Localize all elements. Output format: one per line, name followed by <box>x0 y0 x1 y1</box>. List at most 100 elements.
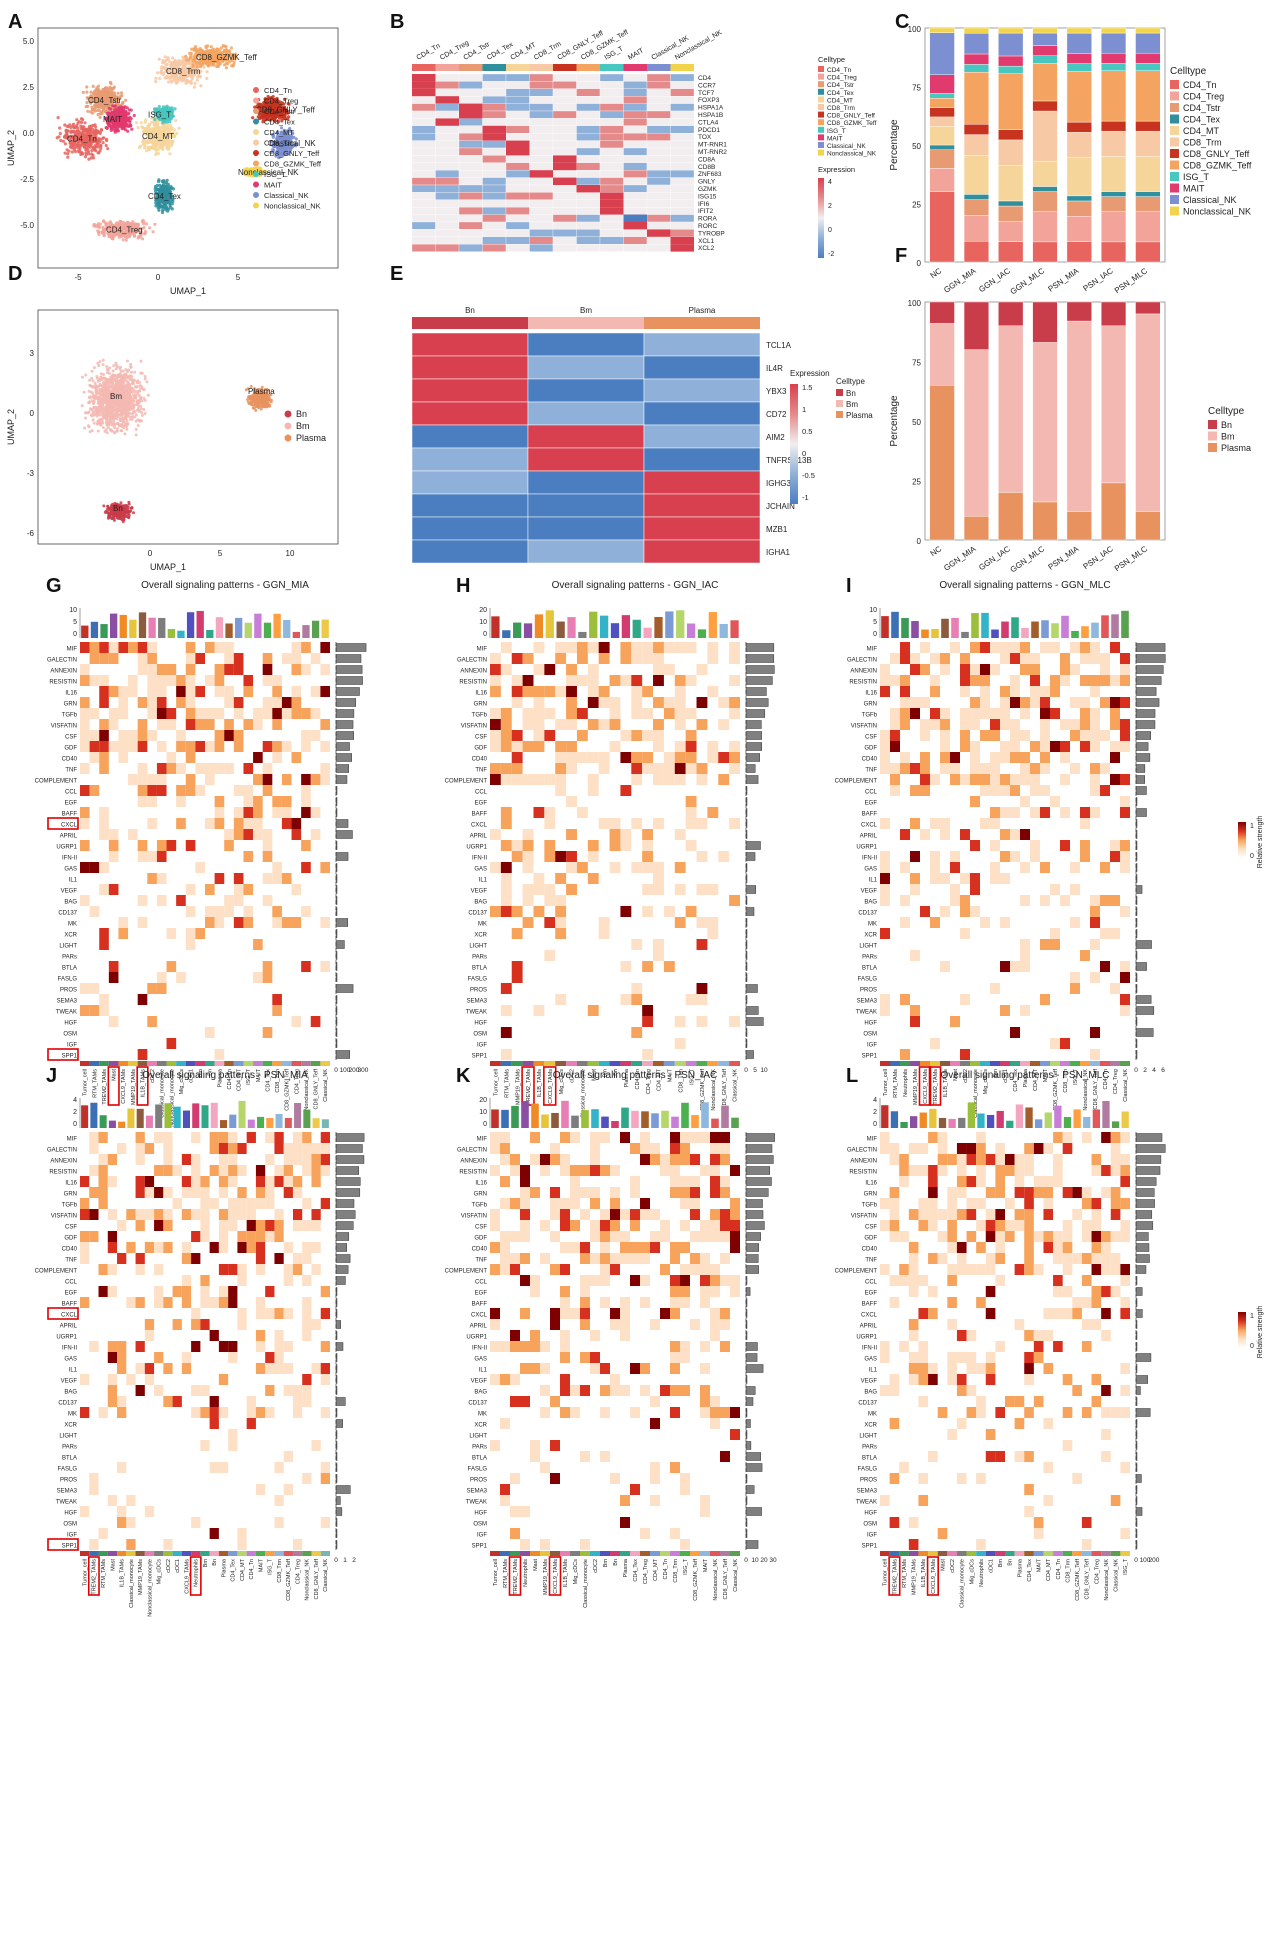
heat-cell <box>576 140 601 149</box>
gene-label: XCL1 <box>698 238 715 245</box>
heat-cell <box>529 221 554 230</box>
legend-swatch <box>1208 431 1217 441</box>
bar-segment <box>963 240 989 263</box>
gene-label: MT-RNR2 <box>698 149 727 156</box>
cluster-label: CD4_Tn <box>67 134 97 143</box>
umap-point <box>57 135 61 139</box>
umap-point <box>197 61 201 65</box>
umap-point <box>85 101 89 105</box>
umap-point <box>153 222 157 226</box>
umap-point <box>156 122 160 126</box>
umap-point <box>153 144 157 148</box>
legend-dot <box>253 118 259 125</box>
heat-cell <box>552 88 577 97</box>
x-tick: PSN_MIA <box>1046 544 1080 572</box>
bar-segment <box>963 199 989 216</box>
legend-label: Nonclassical_NK <box>1183 207 1251 217</box>
legend-title: Celltype <box>1208 406 1245 417</box>
heat-cell <box>670 103 695 112</box>
heat-cell <box>505 103 530 112</box>
heat-cell-high <box>553 155 577 163</box>
heat-cell <box>599 244 624 252</box>
heat-cell <box>482 199 507 208</box>
umap-point <box>112 91 117 95</box>
umap-point <box>101 136 105 140</box>
bar-segment <box>1135 313 1161 512</box>
umap-point <box>95 141 99 145</box>
bar-segment <box>1101 52 1127 64</box>
umap-point <box>108 80 112 84</box>
heat-cell <box>529 133 554 141</box>
legend-label: CD8_GNLY_Teff <box>827 113 875 120</box>
heat-cell <box>435 73 460 82</box>
gene-label: CCR7 <box>698 82 716 89</box>
heat-cell <box>458 96 483 104</box>
heat-cell <box>599 103 624 112</box>
heat-cell <box>529 199 554 208</box>
umap-point <box>229 46 233 50</box>
heat-cell-high <box>576 185 600 193</box>
bar-segment <box>963 349 989 517</box>
celltype-bar <box>600 64 624 71</box>
umap-point <box>101 141 105 145</box>
heat-cell-high <box>506 148 530 156</box>
heat-cell <box>435 244 460 252</box>
umap-frame <box>37 309 339 545</box>
heat-cell <box>552 81 577 89</box>
umap-point <box>72 122 76 126</box>
heat-cell <box>576 103 601 112</box>
y-tick: 50 <box>912 418 921 427</box>
bar-segment <box>1032 191 1058 212</box>
umap-point <box>160 210 165 215</box>
bar-segment <box>1066 241 1092 263</box>
umap-point <box>144 222 149 226</box>
heat-cell <box>599 236 624 245</box>
umap-point <box>170 207 174 211</box>
bar-segment <box>1066 157 1092 197</box>
x-tick: GGN_IAC <box>977 544 1012 572</box>
heat-cell <box>482 81 507 89</box>
heat-cell <box>482 118 507 126</box>
heat-cell <box>670 155 695 163</box>
heat-cell <box>576 118 601 126</box>
legend-label: CD4_Tstr <box>264 107 296 116</box>
heat-cell <box>599 110 624 119</box>
umap-point <box>91 153 95 157</box>
heat-cell-high <box>670 244 694 252</box>
heat-cell <box>623 88 648 97</box>
heat-cell <box>670 214 695 223</box>
umap-point <box>165 142 169 146</box>
gene-label: CD4 <box>698 75 711 82</box>
umap-point <box>75 124 79 128</box>
legend-label: CD4_Tex <box>1183 115 1221 125</box>
umap-point <box>168 60 172 64</box>
umap-point <box>110 237 115 241</box>
legend-label: CD4_Tstr <box>827 82 855 89</box>
heat-cell <box>623 155 648 163</box>
heat-cell <box>505 88 530 97</box>
legend-swatch <box>1208 420 1217 429</box>
heat-cell <box>411 155 436 163</box>
legend-dot <box>253 150 259 156</box>
celltype-bar <box>506 64 530 71</box>
umap-point <box>65 132 69 136</box>
bar-segment <box>963 64 989 73</box>
umap-point <box>105 98 109 102</box>
heat-cell <box>576 110 601 119</box>
umap-point <box>225 62 229 66</box>
heat-cell <box>576 88 601 97</box>
umap-point <box>104 86 108 90</box>
umap-point <box>161 125 165 129</box>
x-tick: NC <box>929 544 944 558</box>
legend-swatch <box>1170 195 1179 204</box>
legend-swatch <box>1170 149 1179 158</box>
legend-label: CD4_MT <box>264 128 294 137</box>
heat-cell <box>529 88 554 97</box>
heat-cell <box>482 88 507 97</box>
umap-point <box>72 139 76 143</box>
umap-point <box>65 124 69 128</box>
umap-point <box>69 145 73 150</box>
heat-cell <box>670 229 695 237</box>
umap-point <box>162 203 166 207</box>
x-tick: PSN_MLC <box>1113 544 1149 573</box>
